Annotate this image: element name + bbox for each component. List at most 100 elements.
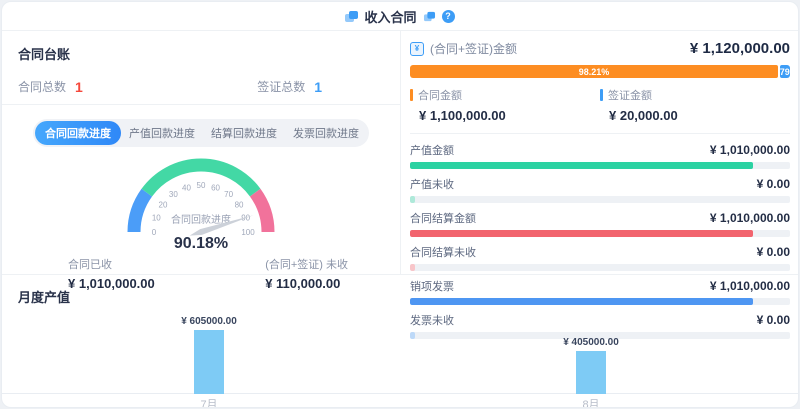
gauge-tick-label: 20 (159, 200, 168, 209)
x-axis-line (2, 393, 798, 394)
legend-label: 签证金额 (608, 90, 652, 102)
page-title: 收入合同 (364, 9, 417, 25)
monthly-bar-chart: ¥ 605000.00 7月 ¥ 405000.00 8月 (2, 310, 798, 408)
collection-progress-gauge: 0102030405060708090100合同回款进度 (127, 158, 275, 237)
contract-count-value: 1 (75, 78, 83, 95)
summary-row: 产值未收 ¥ 0.00 (410, 176, 790, 203)
row-progress-fill (410, 196, 415, 203)
summary-header: ¥ (合同+签证)金额 ¥ 1,120,000.00 (410, 40, 790, 57)
gauge-tick-label: 0 (152, 228, 157, 237)
unreceived-value: ¥ 110,000.00 (265, 276, 341, 291)
row-value: ¥ 1,010,000.00 (709, 279, 790, 293)
left-column: 合同台账 合同总数 1 签证总数 1 合同回款进度 产值回款进度 结算回款进度 发票回… (2, 31, 401, 291)
received-group: 合同已收 ¥ 1,010,000.00 (68, 256, 155, 291)
legend-mark (410, 89, 413, 101)
gauge-value: 90.18% (173, 235, 229, 252)
summary-title: (合同+签证)金额 (430, 42, 518, 56)
summary-row: 产值金额 ¥ 1,010,000.00 (410, 142, 790, 169)
gauge-tick-label: 80 (235, 200, 244, 209)
summary-row: 合同结算未收 ¥ 0.00 (410, 244, 790, 271)
row-value: ¥ 1,010,000.00 (709, 143, 790, 157)
amount-summary-panel: ¥ (合同+签证)金额 ¥ 1,120,000.00 98.21%1.79% 合… (401, 31, 798, 339)
tab-结算回款进度[interactable]: 结算回款进度 (211, 128, 277, 140)
help-icon[interactable]: ? (441, 9, 455, 23)
row-label: 销项发票 (410, 281, 454, 293)
monthly-output-panel: 月度产值 ¥ 605000.00 7月 ¥ 405000.00 8月 (2, 275, 798, 408)
bar-value-label: ¥ 405000.00 (563, 336, 619, 348)
switch-view-icon (423, 11, 435, 21)
row-value: ¥ 0.00 (756, 177, 790, 191)
row-progress-track (410, 196, 790, 203)
amount-stacked-bar: 98.21%1.79% (410, 65, 790, 78)
page-header: 收入合同 ? (2, 2, 798, 31)
row-label: 合同结算未收 (410, 247, 476, 259)
tab-合同回款进度[interactable]: 合同回款进度 (35, 121, 121, 145)
row-value: ¥ 1,010,000.00 (709, 211, 790, 225)
row-progress-track (410, 298, 790, 305)
visa-count-label: 签证总数 (257, 80, 306, 94)
gauge-tick-label: 30 (169, 190, 178, 199)
legend-item: 合同金额 ¥ 1,100,000.00 (410, 87, 600, 123)
gauge-tick-label: 40 (182, 183, 191, 192)
amount-rows: 产值金额 ¥ 1,010,000.00 产值未收 ¥ 0.00 合同结算金额 ¥ 1,01… (410, 133, 790, 339)
progress-tab-group: 合同回款进度 产值回款进度 结算回款进度 发票回款进度 (33, 119, 369, 147)
row-label: 合同结算金额 (410, 213, 476, 225)
gauge-tick-label: 10 (152, 213, 161, 222)
stacked-bar-segment: 1.79% (780, 65, 790, 78)
row-progress-fill (410, 230, 753, 237)
amount-legend: 合同金额 ¥ 1,100,000.00 签证金额 ¥ 20,000.00 (410, 87, 790, 123)
collection-progress-panel: 合同回款进度 产值回款进度 结算回款进度 发票回款进度 0 10 20 30 40 50 60 70… (2, 105, 400, 291)
row-label: 产值未收 (410, 179, 454, 191)
received-summary-row: 合同已收 ¥ 1,010,000.00 (合同+签证) 未收 ¥ 110,000… (2, 253, 400, 291)
contract-amount-icon: ¥ (410, 41, 424, 56)
bar-value-label: ¥ 605000.00 (181, 315, 237, 327)
row-progress-fill (410, 298, 753, 305)
gauge-tick-label: 50 (197, 181, 206, 190)
visa-count-stat: 签证总数 1 (257, 78, 322, 95)
ledger-title: 合同台账 (18, 47, 71, 62)
legend-mark (600, 89, 603, 101)
legend-label: 合同金额 (418, 90, 462, 102)
gauge-segment (249, 188, 275, 233)
x-axis-label: 7月 (200, 399, 218, 408)
row-label: 发票未收 (410, 315, 454, 327)
received-label: 合同已收 (68, 259, 112, 271)
summary-row: 销项发票 ¥ 1,010,000.00 (410, 278, 790, 305)
contract-count-stat: 合同总数 1 (18, 78, 83, 95)
visa-count-value: 1 (314, 78, 322, 95)
summary-row: 发票未收 ¥ 0.00 (410, 312, 790, 339)
x-axis-label: 8月 (582, 399, 600, 408)
unreceived-group: (合同+签证) 未收 ¥ 110,000.00 (265, 256, 348, 291)
row-progress-fill (410, 162, 753, 169)
row-progress-track (410, 332, 790, 339)
contract-folder-icon (345, 10, 359, 22)
gauge-tick-label: 100 (241, 228, 255, 237)
tab-产值回款进度[interactable]: 产值回款进度 (129, 128, 195, 140)
row-value: ¥ 0.00 (756, 245, 790, 259)
row-progress-track (410, 162, 790, 169)
legend-item: 签证金额 ¥ 20,000.00 (600, 87, 790, 123)
monthly-bar (576, 350, 606, 394)
contract-ledger-panel: 合同台账 合同总数 1 签证总数 1 (2, 31, 400, 105)
main-area: 合同台账 合同总数 1 签证总数 1 合同回款进度 产值回款进度 结算回款进度 发票回… (2, 31, 798, 339)
legend-value: ¥ 20,000.00 (609, 108, 678, 123)
gauge-tick-label: 60 (211, 183, 220, 192)
gauge-segment (127, 188, 153, 233)
row-progress-fill (410, 332, 415, 339)
row-progress-fill (410, 264, 415, 271)
summary-total: ¥ 1,120,000.00 (689, 40, 790, 57)
summary-row: 合同结算金额 ¥ 1,010,000.00 (410, 210, 790, 237)
monthly-bar (194, 329, 224, 394)
received-value: ¥ 1,010,000.00 (68, 276, 155, 291)
row-value: ¥ 0.00 (756, 313, 790, 327)
unreceived-label: (合同+签证) 未收 (265, 259, 348, 271)
row-progress-track (410, 264, 790, 271)
gauge-tick-label: 70 (224, 190, 233, 199)
monthly-title: 月度产值 (18, 290, 71, 305)
legend-value: ¥ 1,100,000.00 (419, 108, 506, 123)
contract-count-label: 合同总数 (18, 80, 67, 94)
tab-发票回款进度[interactable]: 发票回款进度 (293, 128, 359, 140)
gauge-needle (189, 215, 254, 236)
row-progress-track (410, 230, 790, 237)
